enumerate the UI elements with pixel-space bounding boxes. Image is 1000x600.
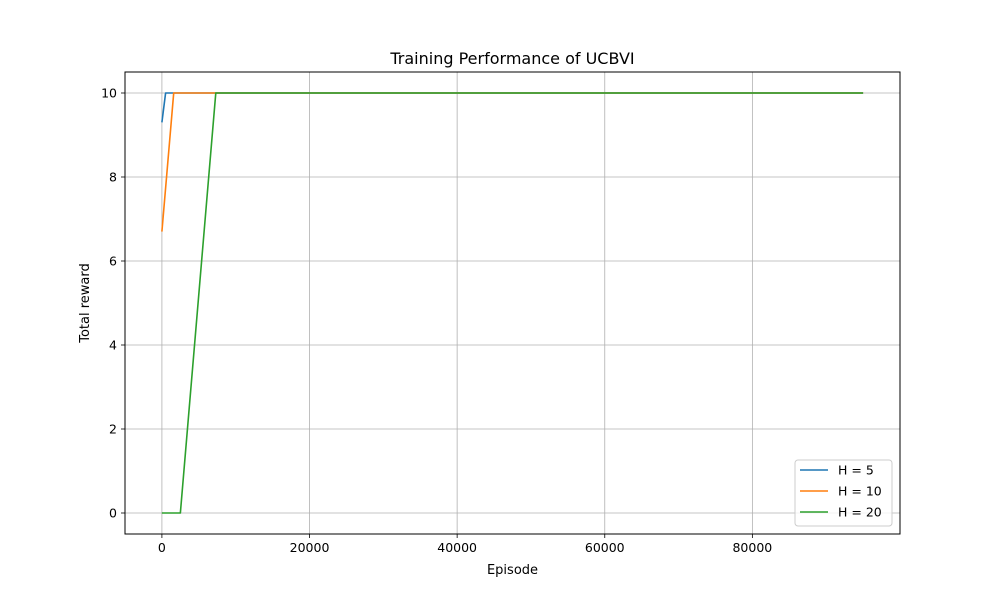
y-tick-label: 2 <box>109 422 117 437</box>
legend-label: H = 10 <box>838 484 882 499</box>
y-tick-label: 4 <box>109 338 117 353</box>
x-tick-label: 40000 <box>437 540 477 555</box>
x-tick-label: 60000 <box>585 540 625 555</box>
axis-ticks: 0 20000 40000 60000 80000 0 2 4 6 8 10 <box>101 86 772 556</box>
y-tick-label: 10 <box>101 86 117 101</box>
y-tick-label: 8 <box>109 170 117 185</box>
x-axis-label: Episode <box>487 563 538 578</box>
series-line-h20 <box>161 92 864 514</box>
x-tick-label: 80000 <box>732 540 772 555</box>
y-axis-label: Total reward <box>78 263 93 344</box>
y-tick-label: 0 <box>109 506 117 521</box>
y-tick-label: 6 <box>109 254 117 269</box>
series-lines <box>161 92 864 514</box>
legend-box <box>794 459 893 527</box>
plot-frame <box>124 71 901 535</box>
chart-title: Training Performance of UCBVI <box>389 49 634 68</box>
x-tick-label: 0 <box>158 540 166 555</box>
x-tick-label: 20000 <box>290 540 330 555</box>
legend-label: H = 20 <box>838 505 882 520</box>
legend: H = 5 H = 10 H = 20 <box>794 459 893 527</box>
legend-label: H = 5 <box>838 463 874 478</box>
